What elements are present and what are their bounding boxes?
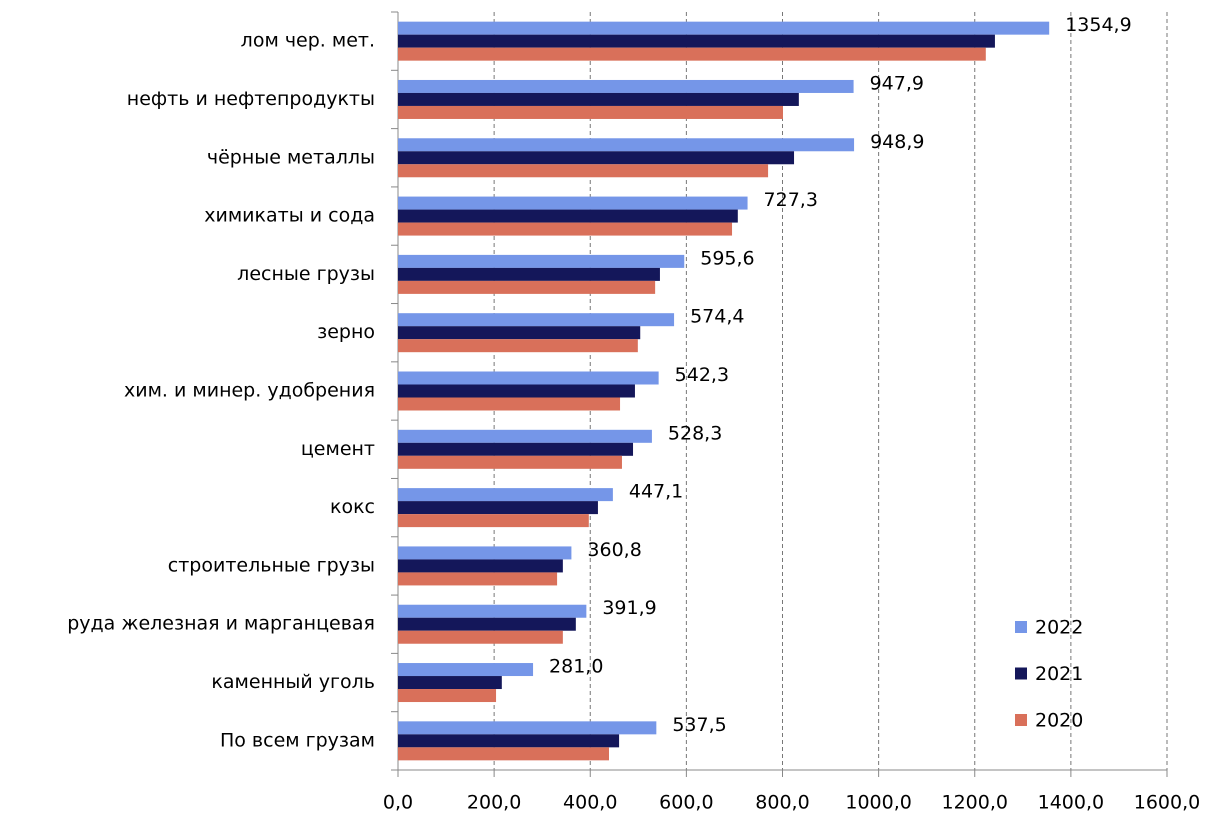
bar [398, 313, 675, 327]
bar [398, 617, 576, 631]
bar [398, 151, 795, 165]
y-tick-label: химикаты и сода [204, 205, 375, 227]
data-label: 391,9 [602, 597, 656, 619]
data-label: 528,3 [668, 422, 722, 444]
bar [398, 209, 738, 223]
bar [398, 676, 502, 690]
bar [398, 267, 660, 281]
bar [398, 546, 572, 560]
y-tick-label: лесные грузы [237, 263, 375, 285]
y-tick-label: зерно [317, 321, 375, 343]
bar [398, 254, 685, 268]
bar [398, 138, 855, 152]
bar [398, 280, 656, 294]
bar [398, 371, 659, 385]
data-label: 542,3 [675, 364, 729, 386]
bar [398, 721, 657, 735]
bar [398, 455, 622, 469]
data-label: 948,9 [870, 131, 924, 153]
bar [398, 689, 497, 703]
legend-swatch [1015, 714, 1027, 726]
bar [398, 397, 621, 411]
bar [398, 429, 652, 443]
bar [398, 630, 563, 644]
data-label: 1354,9 [1065, 14, 1131, 36]
x-tick-label: 0,0 [383, 792, 413, 814]
x-tick-label: 800,0 [755, 792, 809, 814]
data-label: 537,5 [672, 714, 726, 736]
bar [398, 514, 589, 528]
bar [398, 604, 587, 618]
bar [398, 222, 733, 236]
bar [398, 21, 1050, 35]
bar [398, 747, 609, 761]
legend-swatch [1015, 667, 1027, 680]
data-label: 281,0 [549, 656, 603, 678]
data-label: 727,3 [764, 189, 818, 211]
bar [398, 384, 635, 398]
bar [398, 734, 620, 748]
bar [398, 196, 748, 210]
legend-label: 2022 [1035, 617, 1083, 639]
data-label: 595,6 [700, 247, 754, 269]
y-tick-label: цемент [301, 438, 375, 460]
bar [398, 488, 613, 502]
data-label: 947,9 [870, 72, 924, 94]
bar [398, 105, 783, 119]
bar [398, 663, 534, 677]
data-label: 360,8 [587, 539, 641, 561]
y-tick-label: кокс [330, 496, 375, 518]
x-tick-label: 600,0 [659, 792, 713, 814]
x-tick-label: 200,0 [467, 792, 521, 814]
legend-swatch [1015, 621, 1027, 633]
bar [398, 164, 769, 178]
legend-label: 2021 [1035, 663, 1083, 685]
bar [398, 326, 641, 340]
y-tick-label: строительные грузы [168, 554, 375, 576]
data-label: 574,4 [690, 306, 744, 328]
x-tick-label: 1400,0 [1038, 792, 1104, 814]
bar [398, 559, 563, 573]
y-tick-label: лом чер. мет. [241, 30, 375, 52]
bar [398, 501, 598, 515]
bar [398, 442, 634, 456]
y-tick-label: нефть и нефтепродукты [127, 88, 375, 110]
y-tick-label: руда железная и марганцевая [67, 613, 375, 635]
bar [398, 572, 558, 586]
bar [398, 92, 799, 106]
y-tick-label: каменный уголь [211, 671, 375, 693]
bar [398, 34, 995, 48]
y-tick-label: По всем грузам [220, 729, 375, 751]
x-tick-label: 1000,0 [845, 792, 911, 814]
bar [398, 339, 638, 353]
x-tick-label: 400,0 [563, 792, 617, 814]
y-tick-label: хим. и минер. удобрения [124, 380, 375, 402]
bar [398, 47, 986, 61]
legend-label: 2020 [1035, 710, 1083, 732]
x-tick-label: 1600,0 [1134, 792, 1200, 814]
bar [398, 79, 854, 93]
data-label: 447,1 [629, 481, 683, 503]
y-tick-label: чёрные металлы [207, 146, 375, 168]
x-tick-label: 1200,0 [942, 792, 1008, 814]
